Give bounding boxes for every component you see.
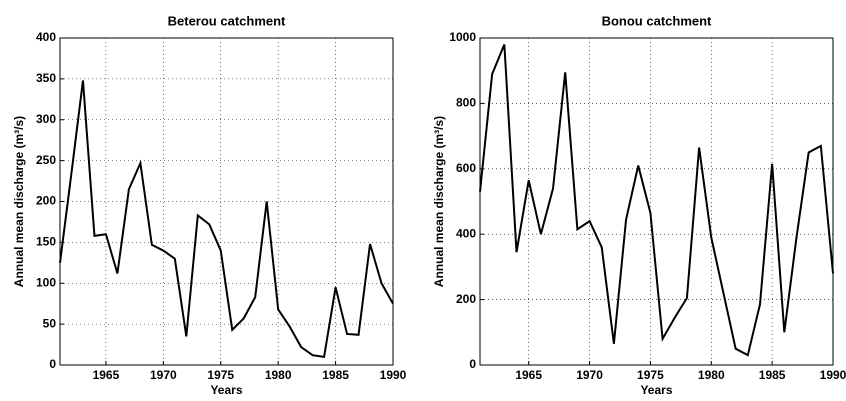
x-tick-label: 1975: [637, 368, 664, 382]
plot-area: [60, 38, 393, 365]
y-tick-label: 300: [36, 112, 56, 126]
y-tick-label: 50: [43, 316, 57, 330]
x-tick-label: 1965: [515, 368, 542, 382]
y-tick-label: 100: [36, 275, 56, 289]
y-tick-label: 200: [456, 292, 476, 306]
data-line: [479, 44, 834, 357]
x-tick-label: 1970: [150, 368, 177, 382]
y-tick-label: 1000: [449, 30, 476, 44]
x-tick-label: 1965: [93, 368, 120, 382]
x-tick-label: 1970: [576, 368, 603, 382]
x-tick-label: 1990: [380, 368, 407, 382]
y-tick-label: 400: [36, 30, 56, 44]
plot-frame: [479, 37, 834, 366]
plot-frame: [59, 37, 394, 366]
y-axis-label: Annual mean discharge (m³/s): [12, 116, 26, 287]
x-tick-label: 1980: [698, 368, 725, 382]
y-tick-label: 400: [456, 226, 476, 240]
x-tick-label: 1990: [820, 368, 846, 382]
y-tick-label: 0: [49, 357, 56, 371]
x-tick-label: 1980: [265, 368, 292, 382]
x-tick-label: 1975: [207, 368, 234, 382]
y-tick-label: 800: [456, 96, 476, 110]
y-tick-label: 0: [469, 357, 476, 371]
y-tick-label: 150: [36, 235, 56, 249]
chart-title: Bonou catchment: [602, 13, 712, 28]
y-tick-label: 250: [36, 153, 56, 167]
y-tick-label: 600: [456, 161, 476, 175]
chart-title: Beterou catchment: [168, 13, 286, 28]
data-line: [59, 80, 394, 358]
y-axis-label: Annual mean discharge (m³/s): [432, 116, 446, 287]
x-tick-label: 1985: [322, 368, 349, 382]
x-axis-label: Years: [640, 383, 672, 397]
y-tick-label: 200: [36, 194, 56, 208]
x-axis-label: Years: [210, 383, 242, 397]
x-tick-label: 1985: [759, 368, 786, 382]
y-tick-label: 350: [36, 71, 56, 85]
